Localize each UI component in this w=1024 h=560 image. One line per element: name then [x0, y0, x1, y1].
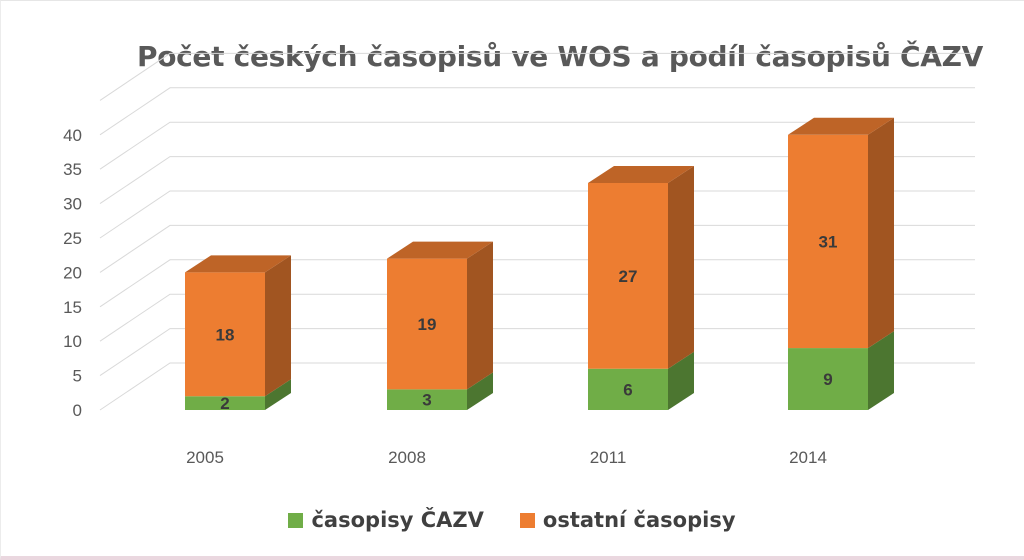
bar-segment	[588, 368, 668, 410]
y-tick-label: 15	[63, 298, 82, 317]
y-tick-label: 0	[73, 401, 82, 420]
bar-segment	[185, 396, 265, 410]
bar-segment	[185, 272, 265, 397]
x-tick-label: 2014	[789, 448, 827, 467]
bar-group-2011: 6 27	[588, 165, 694, 410]
bar-group-2014: 9 31	[788, 117, 894, 410]
gridline	[99, 293, 975, 342]
legend: časopisy ČAZV ostatní časopisy	[0, 508, 1024, 532]
bar-top	[588, 165, 694, 183]
chart-title: Počet českých časopisů ve WOS a podíl ča…	[136, 40, 984, 73]
gridlines	[99, 52, 975, 411]
y-tick-label: 25	[63, 229, 82, 248]
gridline	[99, 156, 975, 205]
gridline	[99, 328, 975, 377]
y-tick-label: 40	[63, 126, 82, 145]
x-tick-label: 2011	[590, 448, 627, 467]
y-tick-label: 10	[63, 332, 82, 351]
x-tick-label: 2008	[388, 448, 426, 467]
bar-side	[868, 117, 894, 349]
bar-side	[668, 165, 694, 369]
legend-swatch-ostatni	[519, 512, 535, 528]
bars: 2 18 3 19 6 27 9 31	[185, 117, 894, 413]
bar-group-2008: 3 19	[387, 241, 493, 410]
legend-label-ostatni: ostatní časopisy	[542, 508, 736, 532]
data-label: 3	[422, 391, 431, 410]
y-tick-label: 30	[63, 195, 82, 214]
gridline	[99, 121, 975, 170]
bar-side	[868, 331, 894, 410]
legend-item-ostatni: ostatní časopisy	[519, 508, 736, 532]
legend-item-cazv: časopisy ČAZV	[288, 508, 484, 532]
bar-segment	[387, 258, 467, 390]
bar-side	[668, 351, 694, 410]
data-label: 18	[216, 325, 235, 344]
y-tick-label: 20	[63, 263, 82, 282]
data-label: 6	[623, 380, 632, 399]
bar-side	[265, 379, 291, 410]
bar-group-2005: 2 18	[185, 255, 291, 413]
bar-top	[788, 117, 894, 135]
data-label: 19	[418, 315, 437, 334]
x-tick-label: 2005	[186, 448, 224, 467]
x-axis-labels: 2005 2008 2011 2014	[186, 448, 827, 467]
data-label: 2	[220, 394, 229, 413]
bar-side	[467, 372, 493, 410]
bar-side	[467, 241, 493, 390]
bar-top	[185, 255, 291, 273]
bar-side	[265, 255, 291, 397]
bar-segment	[588, 182, 668, 369]
legend-swatch-cazv	[288, 512, 304, 528]
bar-segment	[788, 348, 868, 410]
bar-segment	[788, 134, 868, 349]
y-tick-label: 5	[73, 367, 82, 386]
legend-label-cazv: časopisy ČAZV	[311, 508, 484, 532]
gridline	[99, 52, 975, 101]
y-axis-ticks: 0 5 10 15 20 25 30 35 40	[63, 126, 82, 420]
bar-top	[387, 241, 493, 259]
data-label: 9	[823, 370, 832, 389]
bar-segment	[387, 389, 467, 410]
gridline	[99, 259, 975, 308]
y-tick-label: 35	[63, 160, 82, 179]
gridline	[99, 190, 975, 239]
gridline	[99, 224, 975, 273]
data-label: 31	[819, 232, 838, 251]
data-label: 27	[619, 267, 638, 286]
gridline	[99, 362, 975, 411]
gridline	[99, 87, 975, 136]
